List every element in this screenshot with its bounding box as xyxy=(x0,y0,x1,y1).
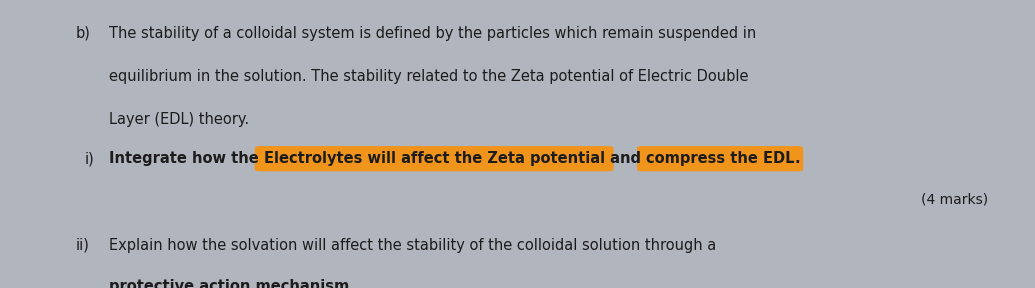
Text: (4 marks): (4 marks) xyxy=(921,193,988,207)
Text: .: . xyxy=(794,151,800,166)
Text: The stability of a colloidal system is defined by the particles which remain sus: The stability of a colloidal system is d… xyxy=(109,26,756,41)
Text: Explain how the solvation will affect the stability of the colloidal solution th: Explain how the solvation will affect th… xyxy=(109,238,716,253)
Text: compress the EDL: compress the EDL xyxy=(646,151,794,166)
Text: Electrolytes will affect the Zeta potential: Electrolytes will affect the Zeta potent… xyxy=(264,151,604,166)
Text: Integrate how the: Integrate how the xyxy=(109,151,264,166)
Text: b): b) xyxy=(76,26,90,41)
Text: protective action mechanism.: protective action mechanism. xyxy=(109,279,355,288)
Text: ii): ii) xyxy=(76,238,89,253)
Text: equilibrium in the solution. The stability related to the Zeta potential of Elec: equilibrium in the solution. The stabili… xyxy=(109,69,748,84)
Text: and: and xyxy=(604,151,646,166)
Text: i): i) xyxy=(85,151,94,166)
Text: Layer (EDL) theory.: Layer (EDL) theory. xyxy=(109,112,248,127)
